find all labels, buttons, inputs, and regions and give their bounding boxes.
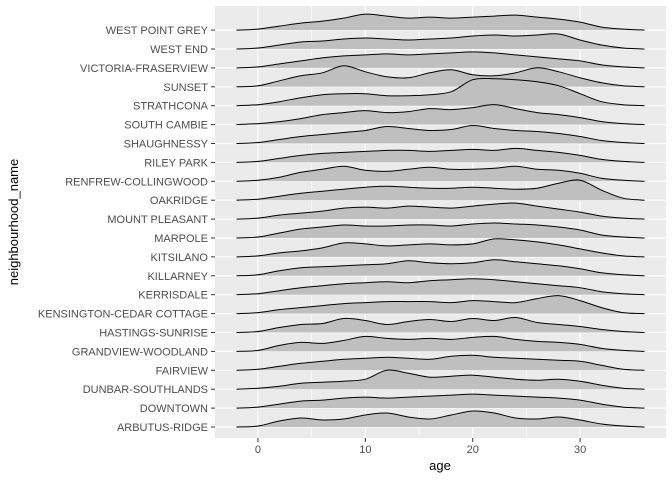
- y-tick-label: MOUNT PLEASANT: [107, 214, 208, 226]
- ridge-line-kensington-cedar-cottage: [236, 295, 645, 315]
- y-tick-label: SUNSET: [163, 82, 208, 94]
- ridge-line-strathcona: [236, 77, 645, 107]
- ridge-area-south-cambie: [236, 104, 645, 125]
- ridge-line-west-end: [236, 33, 645, 50]
- ridge-area-strathcona: [236, 78, 645, 106]
- ridge-line-arbutus-ridge: [236, 410, 645, 428]
- y-tick-label: ARBUTUS-RIDGE: [117, 422, 208, 434]
- ridge-line-marpole: [236, 222, 645, 239]
- y-tick-label: KERRISDALE: [138, 290, 208, 302]
- y-tick-label: VICTORIA-FRASERVIEW: [80, 63, 209, 75]
- ridge-line-kerrisdale: [236, 278, 645, 296]
- y-tick-label: RILEY PARK: [144, 157, 208, 169]
- x-tick-label: 0: [255, 444, 261, 456]
- y-tick-label: KITSILANO: [151, 252, 209, 264]
- x-tick-label: 20: [467, 444, 479, 456]
- x-tick-label: 10: [359, 444, 371, 456]
- ridge-area-hastings-sunrise: [236, 317, 645, 333]
- ridge-area-killarney: [236, 259, 645, 276]
- y-tick-label: OAKRIDGE: [150, 195, 208, 207]
- ridge-area-kitsilano: [236, 238, 645, 257]
- ridge-line-dunbar-southlands: [236, 369, 645, 390]
- ridge-area-grandview-woodland: [236, 336, 645, 352]
- ridge-line-downtown: [236, 393, 645, 409]
- ridge-area-arbutus-ridge: [236, 410, 645, 427]
- y-tick-label: WEST POINT GREY: [106, 25, 209, 37]
- ridge-line-killarney: [236, 259, 645, 277]
- ridges: [236, 13, 645, 428]
- ridge-line-renfrew-collingwood: [236, 165, 645, 182]
- ridge-line-riley-park: [236, 147, 645, 163]
- ridge-area-shaughnessy: [236, 125, 645, 144]
- y-tick-label: SHAUGHNESSY: [124, 139, 209, 151]
- x-tick-label: 30: [574, 444, 586, 456]
- y-tick-label: DUNBAR-SOUTHLANDS: [83, 384, 208, 396]
- ridge-area-sunset: [236, 65, 645, 87]
- y-tick-label: MARPOLE: [154, 233, 208, 245]
- x-axis-title: age: [429, 458, 451, 473]
- ridge-area-victoria-fraserview: [236, 51, 645, 68]
- y-axis-title: neighbourhood_name: [6, 159, 21, 286]
- x-axis: 0 10 20 30: [255, 438, 586, 456]
- ridge-line-kitsilano: [236, 238, 645, 258]
- ridge-area-west-end: [236, 33, 645, 49]
- ridge-area-dunbar-southlands: [236, 369, 645, 390]
- y-tick-label: STRATHCONA: [133, 101, 209, 113]
- ridge-area-marpole: [236, 223, 645, 238]
- y-tick-label: DOWNTOWN: [140, 403, 208, 415]
- ridge-line-west-point-grey: [236, 13, 645, 31]
- y-tick-label: FAIRVIEW: [156, 365, 209, 377]
- ridge-line-south-cambie: [236, 104, 645, 126]
- ridge-line-mount-pleasant: [236, 202, 645, 220]
- y-tick-label: GRANDVIEW-WOODLAND: [72, 346, 208, 358]
- y-axis: WEST POINT GREY WEST END VICTORIA-FRASERVI…: [38, 25, 215, 434]
- ridge-line-sunset: [236, 65, 645, 88]
- ridge-line-fairview: [236, 354, 645, 371]
- ridge-line-victoria-fraserview: [236, 51, 645, 69]
- ridge-line-hastings-sunrise: [236, 316, 645, 333]
- y-tick-label: KILLARNEY: [147, 271, 208, 283]
- ridge-line-shaughnessy: [236, 124, 645, 144]
- ridge-area-riley-park: [236, 148, 645, 163]
- ridge-area-kensington-cedar-cottage: [236, 295, 645, 314]
- y-tick-label: WEST END: [150, 44, 208, 56]
- y-tick-label: KENSINGTON-CEDAR COTTAGE: [38, 309, 208, 321]
- ridge-line-grandview-woodland: [236, 335, 645, 352]
- y-tick-label: HASTINGS-SUNRISE: [99, 328, 208, 340]
- y-tick-label: SOUTH CAMBIE: [124, 120, 208, 132]
- y-tick-label: RENFREW-COLLINGWOOD: [65, 176, 208, 188]
- ridge-line-oakridge: [236, 179, 645, 201]
- ridge-area-oakridge: [236, 179, 645, 201]
- ridge-area-fairview: [236, 355, 645, 371]
- ridge-area-kerrisdale: [236, 278, 645, 295]
